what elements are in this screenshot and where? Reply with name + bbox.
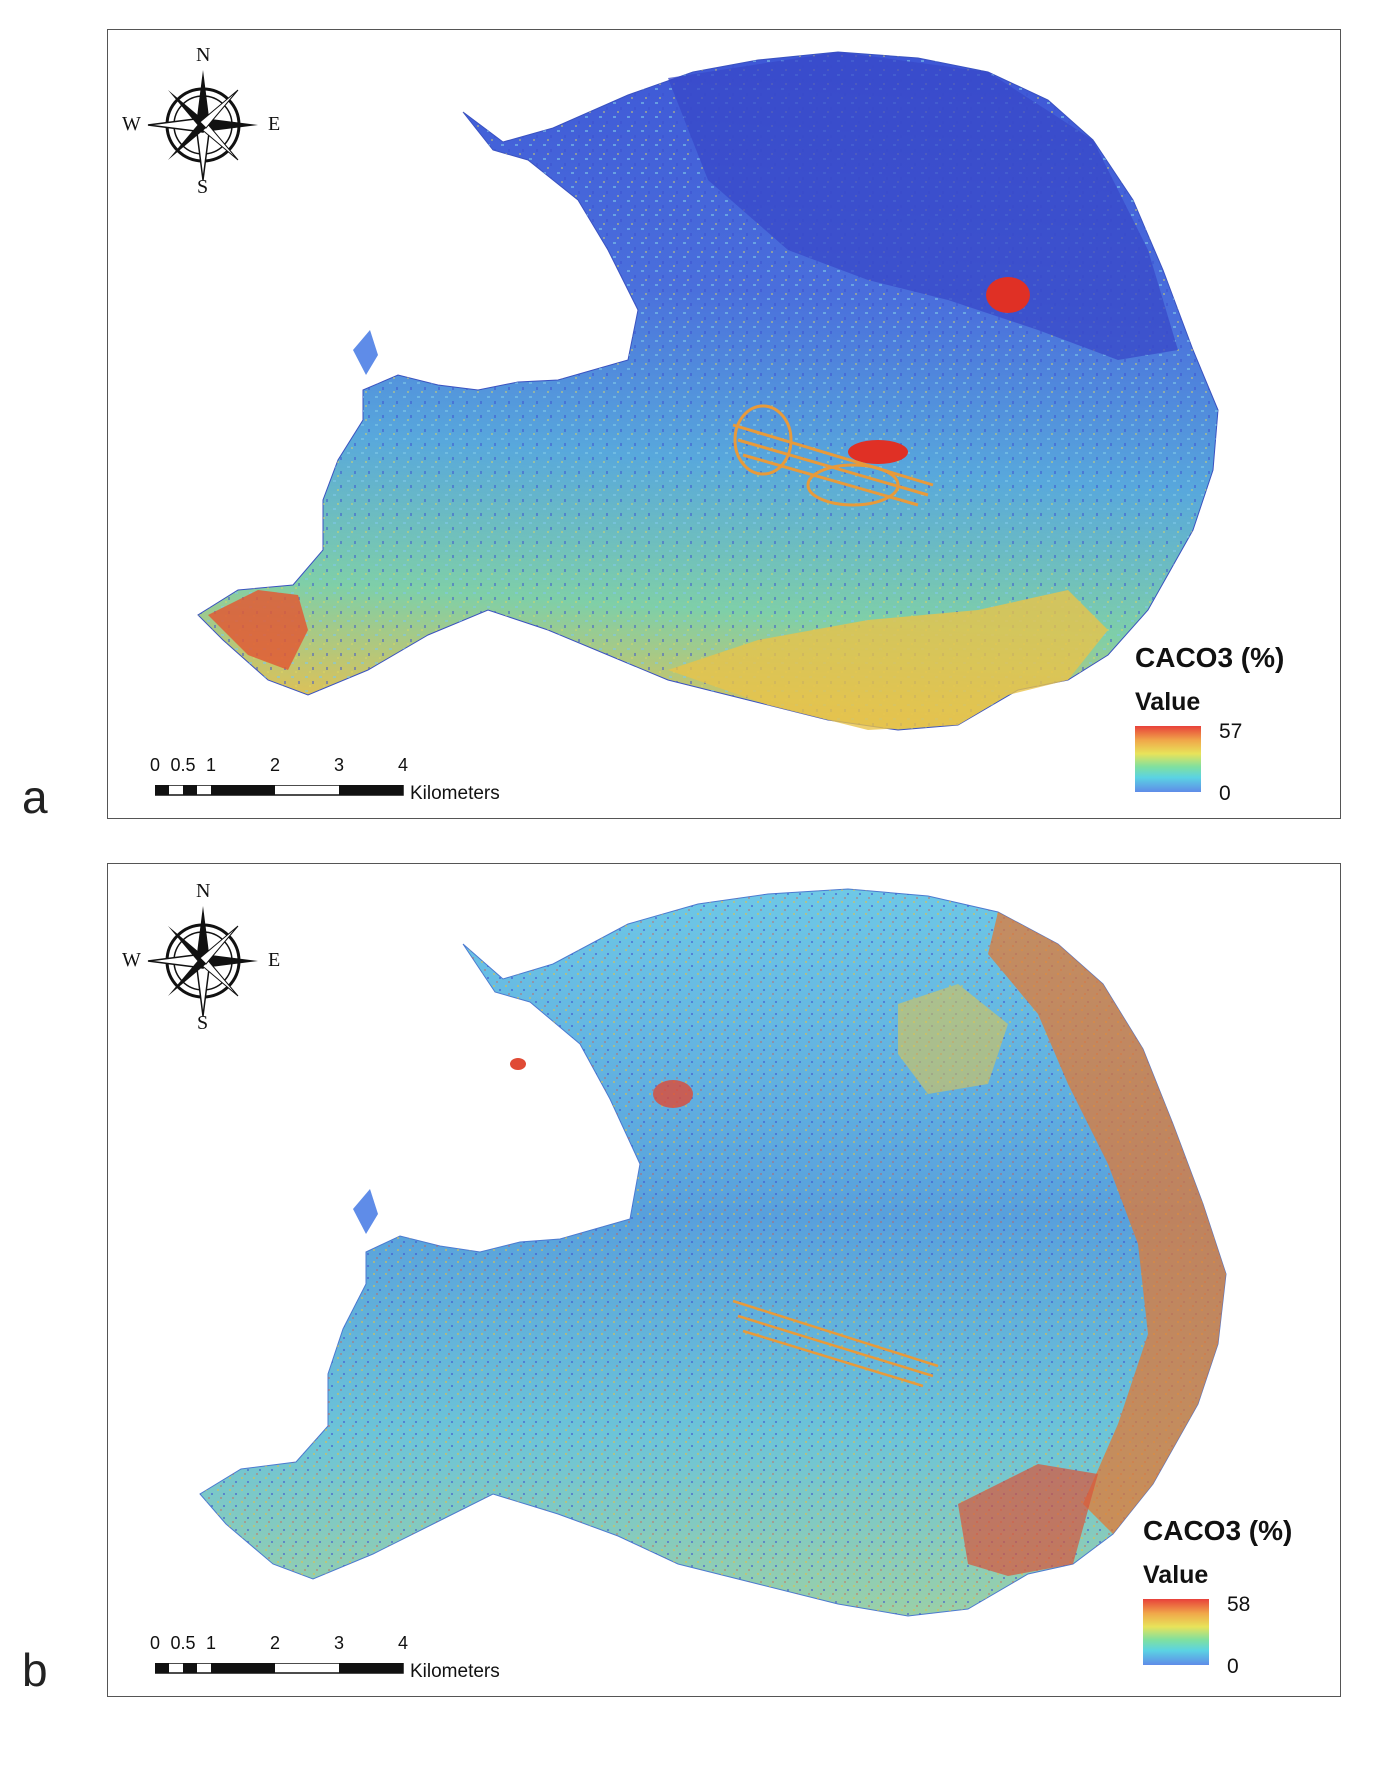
compass-s-label: S (197, 176, 209, 198)
scale-tick: 0.5 (170, 755, 196, 775)
scale-tick: 0 (149, 1633, 161, 1653)
legend-b: CACO3 (%) Value 58 0 (1143, 1515, 1343, 1690)
color-ramp (1143, 1599, 1209, 1665)
scale-tick: 4 (397, 755, 409, 775)
compass-w-label: W (122, 949, 141, 971)
legend-title: CACO3 (%) (1143, 1515, 1293, 1546)
compass-n-label: N (196, 880, 211, 902)
scale-tick: 1 (205, 755, 217, 775)
scale-tick: 1 (205, 1633, 217, 1653)
scale-bar-b: 0 0.5 1 2 3 4 Kilometers (148, 1633, 528, 1693)
compass-e-label: E (268, 113, 281, 135)
compass-w-label: W (122, 113, 141, 135)
scale-tick: 3 (333, 755, 345, 775)
compass-n-label: N (196, 44, 211, 66)
legend-min-value: 0 (1227, 1655, 1239, 1678)
compass-icon (147, 906, 258, 1017)
scale-unit-label: Kilometers (410, 1661, 500, 1682)
scale-tick: 4 (397, 1633, 409, 1653)
compass-rose-b: N S W E (122, 880, 281, 1036)
scale-tick: 0 (149, 755, 161, 775)
scale-unit-label: Kilometers (410, 783, 500, 804)
legend-min-value: 0 (1219, 782, 1231, 805)
compass-icon (147, 70, 258, 181)
legend-a: CACO3 (%) Value 57 0 (1135, 642, 1335, 812)
legend-subtitle: Value (1143, 1561, 1209, 1589)
scale-tick: 3 (333, 1633, 345, 1653)
legend-title: CACO3 (%) (1135, 642, 1285, 673)
scale-bar-graphic (155, 1663, 404, 1674)
panel-label-b: b (22, 1644, 48, 1696)
caco3-map-b (199, 888, 1227, 1617)
scale-bar-graphic (155, 785, 404, 796)
legend-max-value: 57 (1219, 720, 1243, 743)
scale-tick: 2 (269, 755, 281, 775)
scale-tick: 0.5 (170, 1633, 196, 1653)
scale-bar-a: 0 0.5 1 2 3 4 Kilometers (148, 755, 528, 815)
compass-rose-a: N S W E (122, 44, 281, 200)
map-panel-a: N S W E 0 0.5 1 2 3 4 Kilometers CACO3 (… (107, 29, 1341, 819)
legend-subtitle: Value (1135, 688, 1201, 716)
compass-e-label: E (268, 949, 281, 971)
compass-s-label: S (197, 1012, 209, 1034)
panel-label-a: a (22, 771, 48, 823)
legend-max-value: 58 (1227, 1593, 1251, 1616)
color-ramp (1135, 726, 1201, 792)
scale-tick: 2 (269, 1633, 281, 1653)
map-panel-b: N S W E 0 0.5 1 2 3 4 Kilometers CACO3 (… (107, 863, 1341, 1697)
caco3-map-a (197, 51, 1219, 731)
